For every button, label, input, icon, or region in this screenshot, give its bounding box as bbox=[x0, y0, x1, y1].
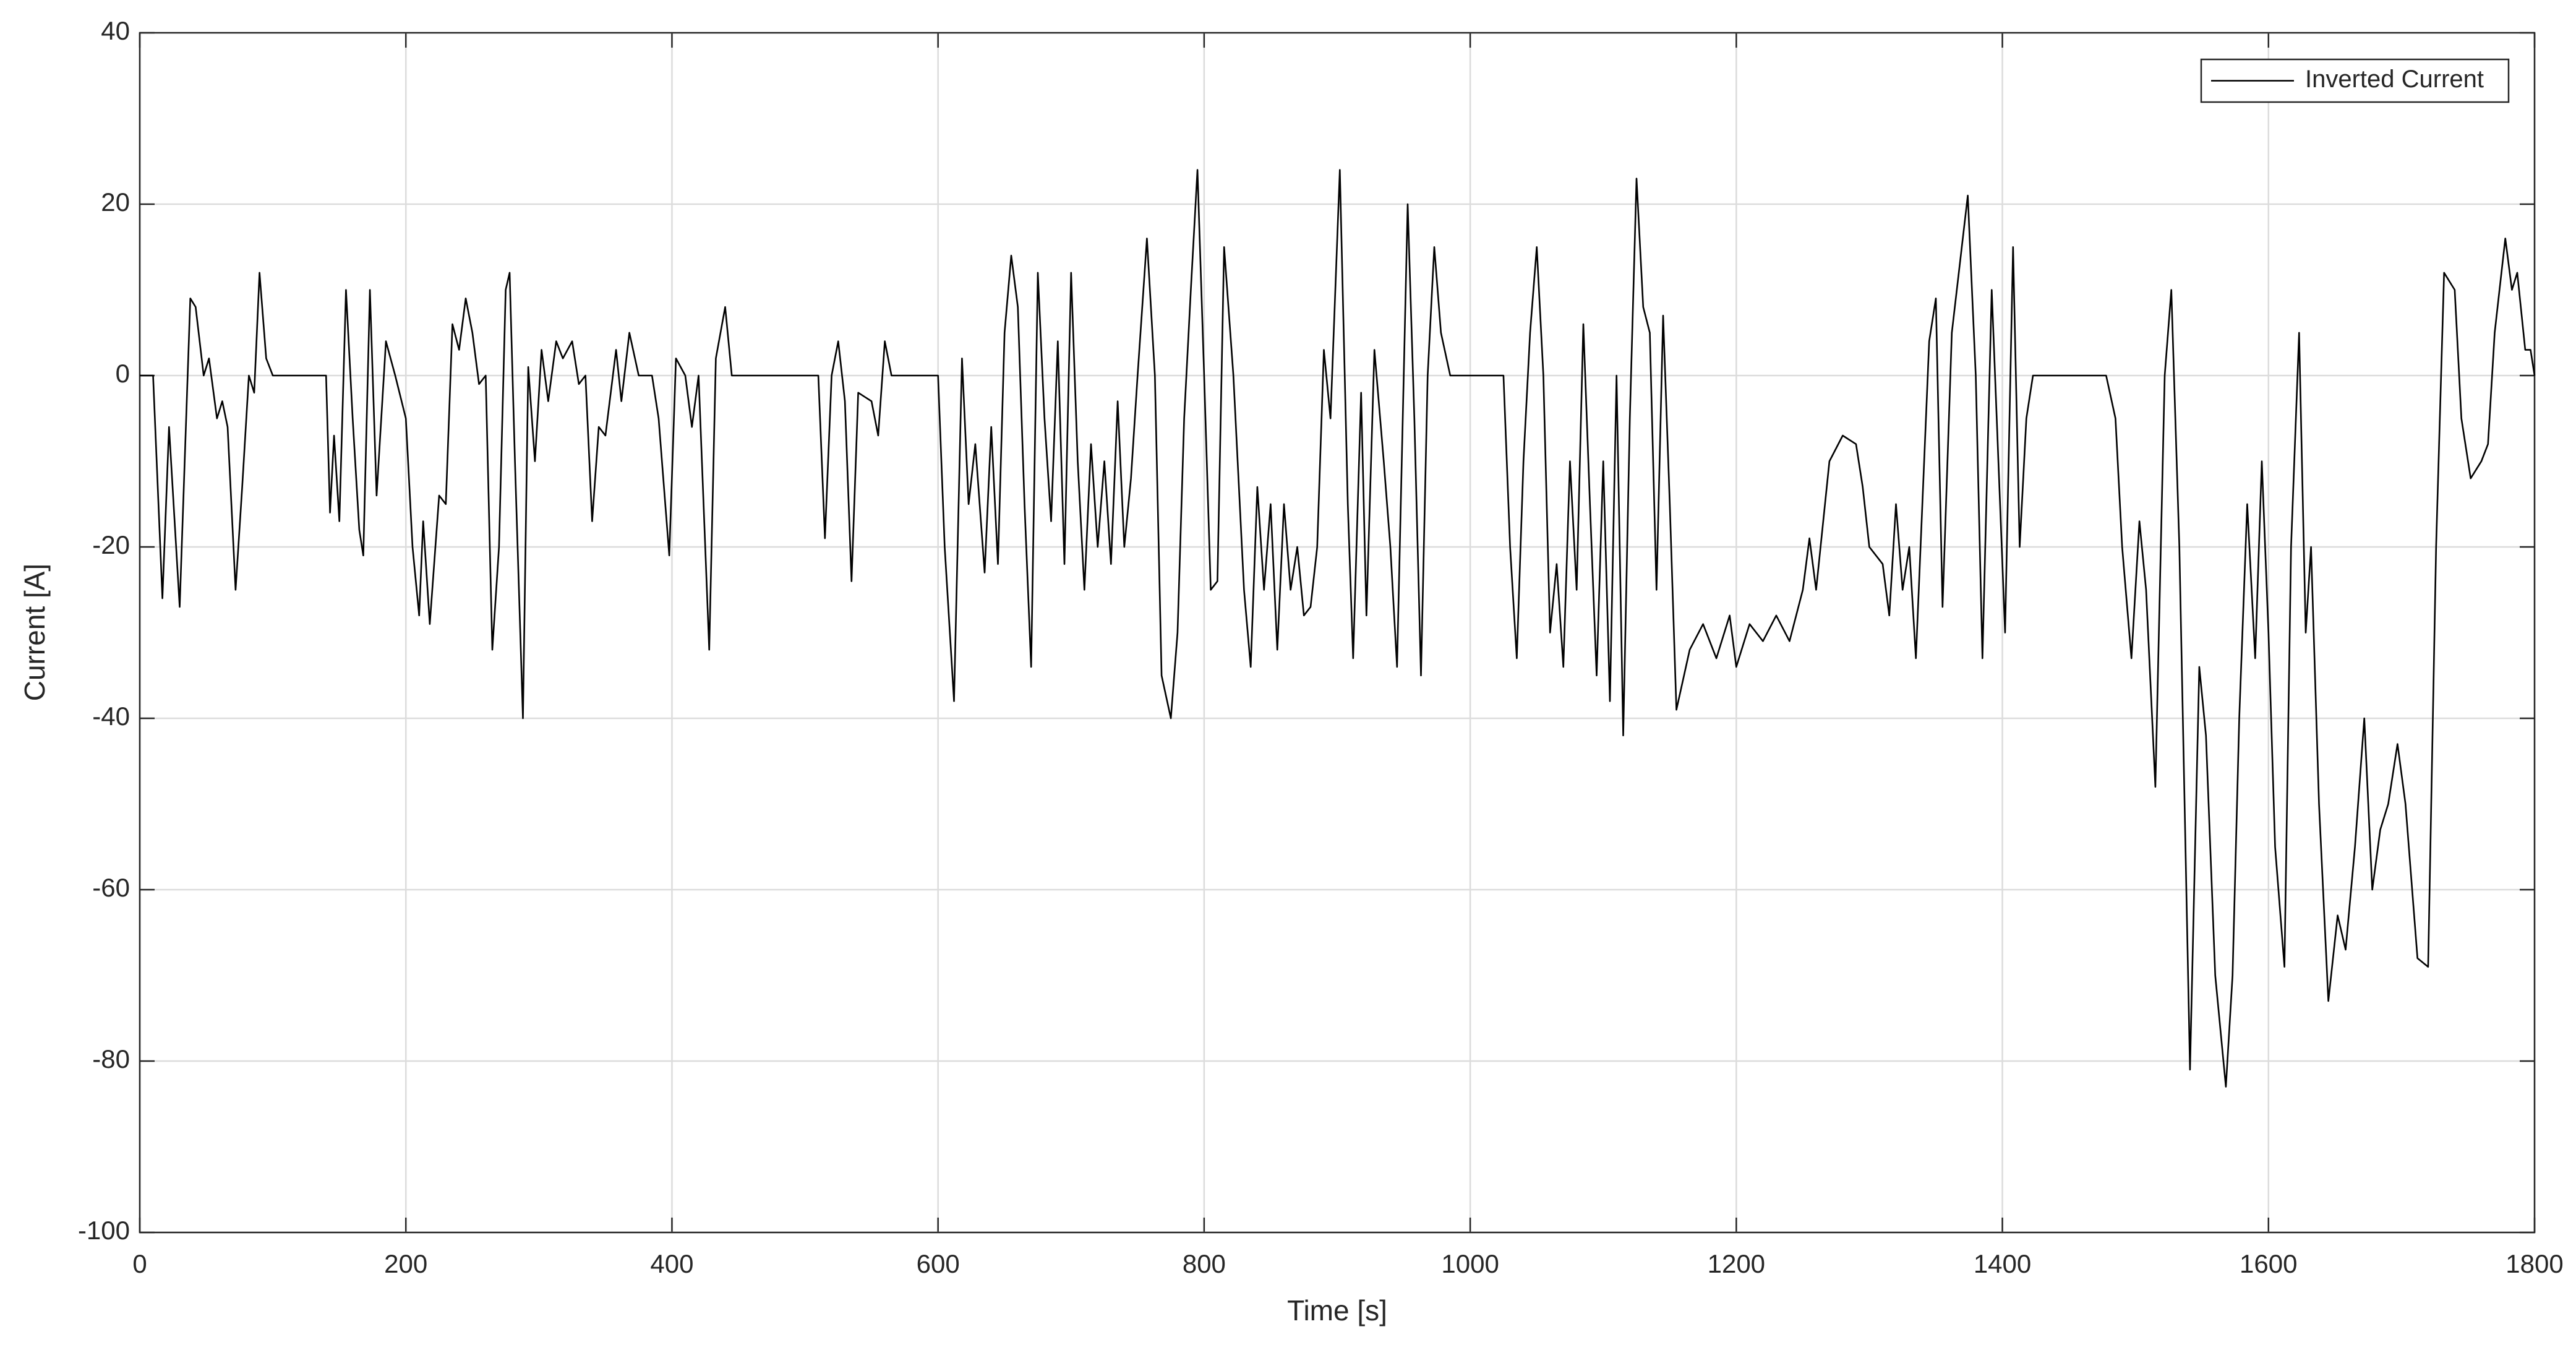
legend-label: Inverted Current bbox=[2305, 66, 2484, 93]
y-tick-label: -80 bbox=[92, 1044, 130, 1073]
x-tick-label: 200 bbox=[384, 1249, 427, 1278]
x-tick-label: 1800 bbox=[2505, 1249, 2563, 1278]
y-tick-label: -60 bbox=[92, 873, 130, 902]
y-tick-label: 40 bbox=[101, 16, 130, 45]
x-tick-label: 1200 bbox=[1708, 1249, 1765, 1278]
x-tick-label: 0 bbox=[132, 1249, 147, 1278]
y-tick-label: 20 bbox=[101, 187, 130, 217]
x-tick-label: 600 bbox=[917, 1249, 960, 1278]
x-tick-label: 800 bbox=[1183, 1249, 1226, 1278]
x-tick-label: 1600 bbox=[2240, 1249, 2297, 1278]
x-tick-label: 1000 bbox=[1441, 1249, 1499, 1278]
y-tick-label: -20 bbox=[92, 530, 130, 559]
data-line bbox=[140, 169, 2536, 1088]
plot-frame bbox=[139, 32, 2536, 1234]
y-tick-label: -40 bbox=[92, 702, 130, 731]
x-tick-label: 1400 bbox=[1974, 1249, 2031, 1278]
x-tick-label: 400 bbox=[650, 1249, 693, 1278]
y-axis-label: Current [A] bbox=[19, 564, 51, 701]
x-axis-label: Time [s] bbox=[1287, 1294, 1387, 1326]
y-tick-label: -100 bbox=[78, 1216, 130, 1245]
y-tick-label: 0 bbox=[116, 359, 130, 388]
